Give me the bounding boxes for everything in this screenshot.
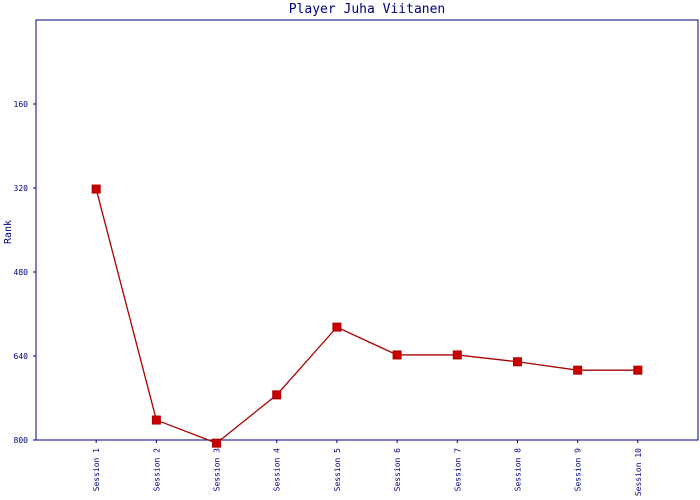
x-tick-label: Session 2 bbox=[152, 448, 161, 492]
x-tick-label: Session 3 bbox=[213, 448, 222, 492]
x-tick-label: Session 4 bbox=[273, 448, 282, 492]
x-tick-label: Session 5 bbox=[333, 448, 342, 492]
x-tick-label: Session 9 bbox=[574, 448, 583, 492]
point-marker bbox=[151, 415, 161, 425]
point-marker bbox=[573, 365, 583, 375]
x-tick-label: Session 1 bbox=[92, 448, 101, 492]
y-axis-label: Rank bbox=[3, 220, 14, 244]
y-tick-label: 160 bbox=[14, 100, 29, 109]
chart-title: Player Juha Viitanen bbox=[289, 2, 446, 17]
series-line bbox=[95, 188, 638, 444]
point-marker bbox=[212, 438, 222, 448]
y-tick-label: 480 bbox=[14, 268, 29, 277]
point-marker bbox=[272, 390, 282, 400]
x-tick-label: Session 10 bbox=[634, 448, 643, 496]
point-marker bbox=[332, 322, 342, 332]
point-marker bbox=[452, 350, 462, 360]
y-tick-label: 640 bbox=[14, 352, 29, 361]
point-marker bbox=[512, 357, 522, 367]
x-tick-label: Session 8 bbox=[513, 448, 522, 492]
point-marker bbox=[392, 350, 402, 360]
x-tick-label: Session 7 bbox=[453, 448, 462, 492]
point-marker bbox=[91, 184, 101, 194]
plot-frame bbox=[35, 19, 699, 441]
point-marker bbox=[633, 365, 643, 375]
x-tick-label: Session 6 bbox=[393, 448, 402, 492]
y-tick-label: 800 bbox=[14, 436, 29, 445]
y-tick-label: 320 bbox=[14, 184, 29, 193]
